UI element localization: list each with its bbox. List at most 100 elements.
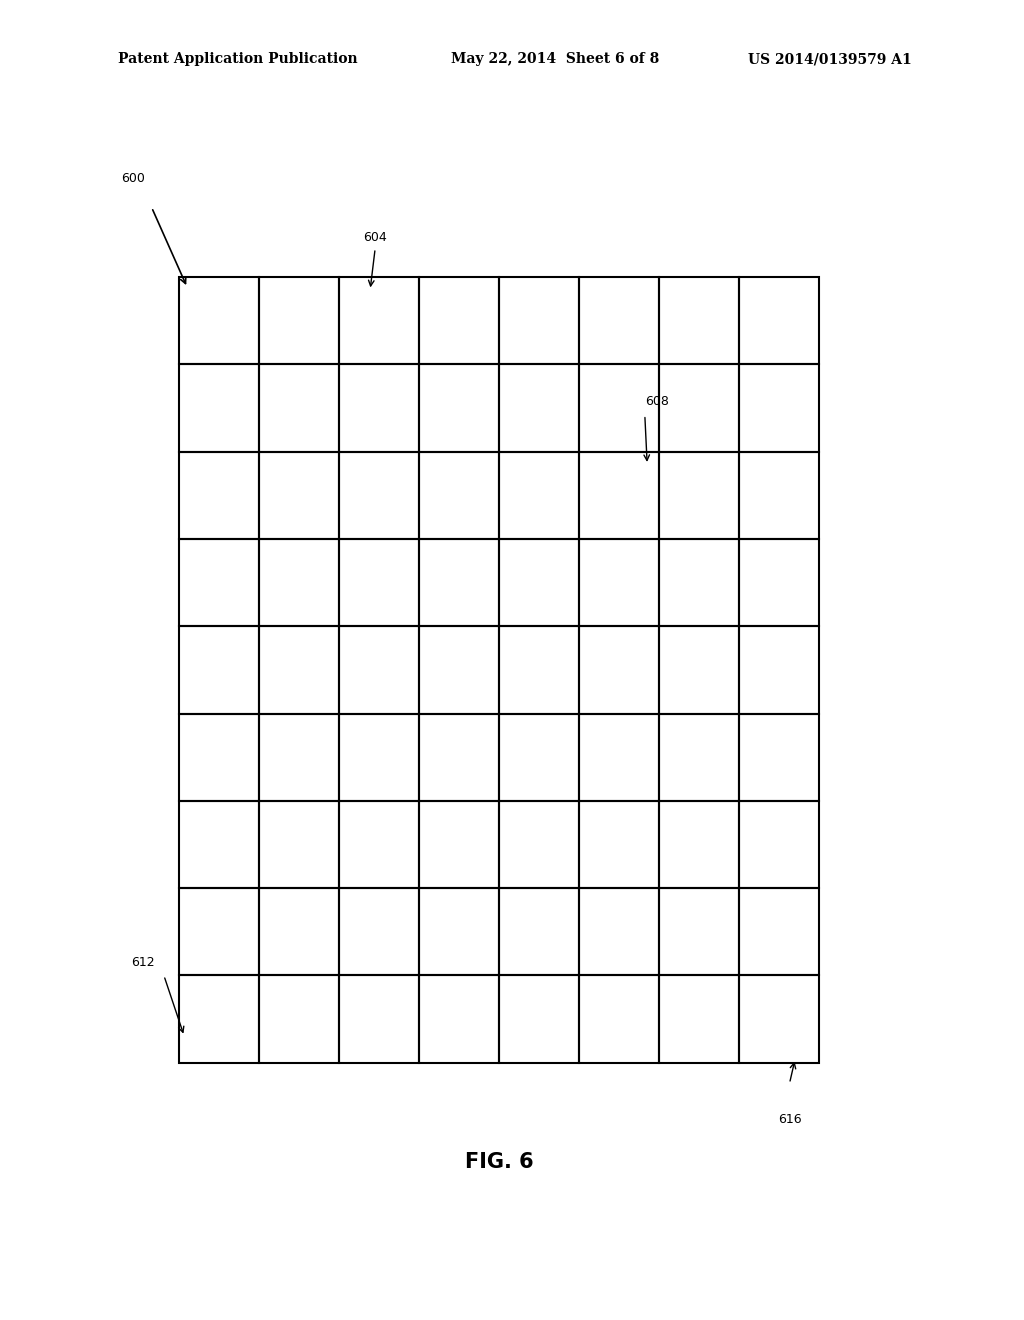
Bar xyxy=(259,451,339,539)
Bar xyxy=(259,451,339,539)
Bar xyxy=(580,888,659,975)
Bar xyxy=(580,364,659,451)
Bar xyxy=(419,975,500,1063)
Text: 608: 608 xyxy=(645,395,669,408)
Bar xyxy=(739,539,819,626)
Bar xyxy=(259,975,339,1063)
Bar xyxy=(339,451,419,539)
Bar xyxy=(739,888,819,975)
Bar xyxy=(259,539,339,626)
Bar xyxy=(179,714,259,801)
Bar xyxy=(259,714,339,801)
Bar xyxy=(500,714,580,801)
Bar xyxy=(339,888,419,975)
Bar xyxy=(339,975,419,1063)
Bar xyxy=(259,801,339,888)
Bar xyxy=(339,277,419,364)
Bar xyxy=(739,888,819,975)
Bar xyxy=(339,539,419,626)
Bar xyxy=(739,277,819,364)
Text: 616: 616 xyxy=(777,1113,801,1126)
Bar xyxy=(419,626,500,714)
Bar xyxy=(419,975,500,1063)
Bar xyxy=(339,801,419,888)
Bar xyxy=(580,975,659,1063)
Bar xyxy=(659,626,739,714)
Text: FIG. 6: FIG. 6 xyxy=(465,1151,534,1172)
Bar xyxy=(419,714,500,801)
Bar xyxy=(500,539,580,626)
Bar xyxy=(419,364,500,451)
Bar xyxy=(259,975,339,1063)
Bar xyxy=(339,539,419,626)
Text: Patent Application Publication: Patent Application Publication xyxy=(118,53,357,66)
Bar xyxy=(179,364,259,451)
Bar xyxy=(259,714,339,801)
Bar xyxy=(500,888,580,975)
Bar xyxy=(419,277,500,364)
Bar xyxy=(339,714,419,801)
Bar xyxy=(339,626,419,714)
Bar xyxy=(580,451,659,539)
Bar xyxy=(500,975,580,1063)
Bar xyxy=(259,277,339,364)
Bar xyxy=(259,626,339,714)
Bar xyxy=(419,539,500,626)
Bar xyxy=(339,277,419,364)
Bar xyxy=(179,277,259,364)
Bar xyxy=(739,801,819,888)
Bar xyxy=(259,888,339,975)
Bar xyxy=(580,539,659,626)
Bar xyxy=(739,975,819,1063)
Bar xyxy=(259,888,339,975)
Bar xyxy=(339,714,419,801)
Text: 612: 612 xyxy=(131,956,156,969)
Bar xyxy=(580,277,659,364)
Bar xyxy=(259,626,339,714)
Bar xyxy=(659,801,739,888)
Bar xyxy=(339,801,419,888)
Text: 600: 600 xyxy=(121,172,145,185)
Bar xyxy=(179,975,259,1063)
Bar xyxy=(179,888,259,975)
Bar xyxy=(179,451,259,539)
Bar xyxy=(339,975,419,1063)
Bar xyxy=(259,539,339,626)
Bar xyxy=(339,364,419,451)
Bar xyxy=(580,801,659,888)
Bar xyxy=(259,364,339,451)
Bar xyxy=(659,975,739,1063)
Bar xyxy=(339,364,419,451)
Bar xyxy=(419,888,500,975)
Bar xyxy=(500,801,580,888)
Bar xyxy=(259,364,339,451)
Bar xyxy=(580,626,659,714)
Bar xyxy=(659,451,739,539)
Text: May 22, 2014  Sheet 6 of 8: May 22, 2014 Sheet 6 of 8 xyxy=(451,53,658,66)
Text: 604: 604 xyxy=(364,231,387,244)
Bar xyxy=(500,975,580,1063)
Bar xyxy=(739,714,819,801)
Bar xyxy=(500,626,580,714)
Bar xyxy=(259,277,339,364)
Bar xyxy=(739,364,819,451)
Bar xyxy=(659,277,739,364)
Bar xyxy=(739,451,819,539)
Bar xyxy=(659,539,739,626)
Bar xyxy=(659,888,739,975)
Bar xyxy=(500,277,580,364)
Bar xyxy=(339,888,419,975)
Bar xyxy=(419,451,500,539)
Bar xyxy=(580,714,659,801)
Bar xyxy=(500,364,580,451)
Bar xyxy=(179,539,259,626)
Bar xyxy=(659,888,739,975)
Bar xyxy=(580,451,659,539)
Bar xyxy=(500,888,580,975)
Bar xyxy=(500,451,580,539)
Bar xyxy=(419,888,500,975)
Bar xyxy=(259,801,339,888)
Bar xyxy=(339,451,419,539)
Bar xyxy=(179,801,259,888)
Text: US 2014/0139579 A1: US 2014/0139579 A1 xyxy=(748,53,911,66)
